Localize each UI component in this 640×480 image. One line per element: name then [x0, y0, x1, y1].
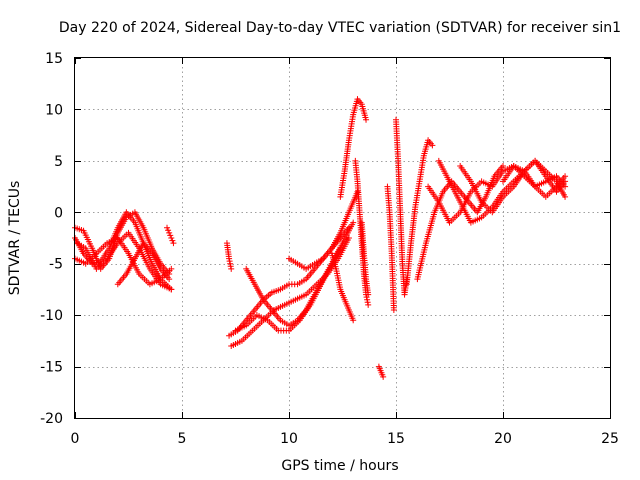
data-point-marker — [227, 260, 234, 267]
data-point-marker — [380, 373, 387, 380]
data-point-marker — [166, 229, 173, 236]
series-t24 — [457, 157, 569, 216]
y-tick-label: 0 — [54, 205, 63, 221]
series-t7 — [223, 240, 235, 272]
x-tick-label: 5 — [178, 431, 187, 447]
x-tick-labels: 0 5 10 15 20 25 — [71, 431, 619, 447]
series-t21 — [414, 163, 506, 283]
x-tick-label: 15 — [387, 431, 405, 447]
data-point-marker — [363, 116, 370, 123]
series-t11 — [243, 245, 344, 329]
data-point-marker — [345, 235, 352, 241]
series-t14 — [337, 96, 370, 200]
series-t5 — [114, 240, 173, 288]
data-point-marker — [429, 142, 436, 149]
x-tick-label: 20 — [494, 431, 512, 447]
data-point-marker — [562, 173, 569, 180]
plot-frame — [74, 57, 611, 419]
data-point-marker — [168, 265, 175, 272]
series-t25 — [500, 163, 569, 200]
y-axis-label: SDTVAR / TECUs — [7, 181, 23, 296]
data-point-marker — [227, 263, 234, 270]
x-axis-label: GPS time / hours — [281, 458, 398, 474]
data-point-marker — [167, 232, 174, 239]
series-t12 — [286, 188, 361, 272]
x-tick-label: 0 — [71, 431, 80, 447]
data-point-marker — [164, 224, 171, 231]
data-point-marker — [390, 307, 397, 313]
data-point-marker — [169, 237, 176, 244]
series-t16 — [358, 219, 372, 298]
data-point-marker — [226, 258, 233, 265]
x-tick-label: 10 — [280, 431, 298, 447]
series-t13 — [328, 250, 357, 324]
y-tick-labels: -20 -15 -10 -5 0 5 10 15 — [40, 51, 63, 427]
chart-title: Day 220 of 2024, Sidereal Day-to-day VTE… — [59, 20, 621, 36]
data-point-marker — [165, 227, 172, 234]
series-t6 — [164, 224, 177, 247]
y-tick-label: 10 — [45, 102, 63, 118]
data-point-marker — [500, 163, 506, 169]
data-point-marker — [168, 286, 175, 293]
series-t19 — [393, 116, 410, 298]
series-t20 — [403, 137, 436, 288]
data-point-marker — [364, 299, 371, 306]
x-tick-label: 25 — [601, 431, 619, 447]
data-point-marker — [228, 265, 235, 272]
data-point-marker — [562, 193, 569, 200]
y-tick-label: 5 — [54, 154, 63, 170]
y-tick-label: -15 — [40, 360, 63, 376]
data-point-marker — [337, 245, 344, 252]
data-point-marker — [226, 255, 233, 262]
data-point-marker — [350, 219, 357, 226]
grid-lines — [75, 58, 610, 418]
data-point-marker — [168, 235, 175, 241]
y-tick-label: -20 — [40, 411, 63, 427]
data-point-marker — [350, 317, 357, 324]
y-tick-label: 15 — [45, 51, 63, 67]
data-points — [72, 96, 569, 380]
data-point-marker — [365, 301, 372, 308]
data-point-marker — [170, 240, 177, 247]
y-tick-label: -10 — [40, 308, 63, 324]
data-point-marker — [166, 276, 173, 283]
data-point-marker — [365, 291, 372, 298]
data-point-marker — [364, 296, 371, 303]
series-t17 — [375, 363, 387, 380]
series-t18 — [384, 183, 397, 313]
y-tick-label: -5 — [49, 257, 63, 273]
